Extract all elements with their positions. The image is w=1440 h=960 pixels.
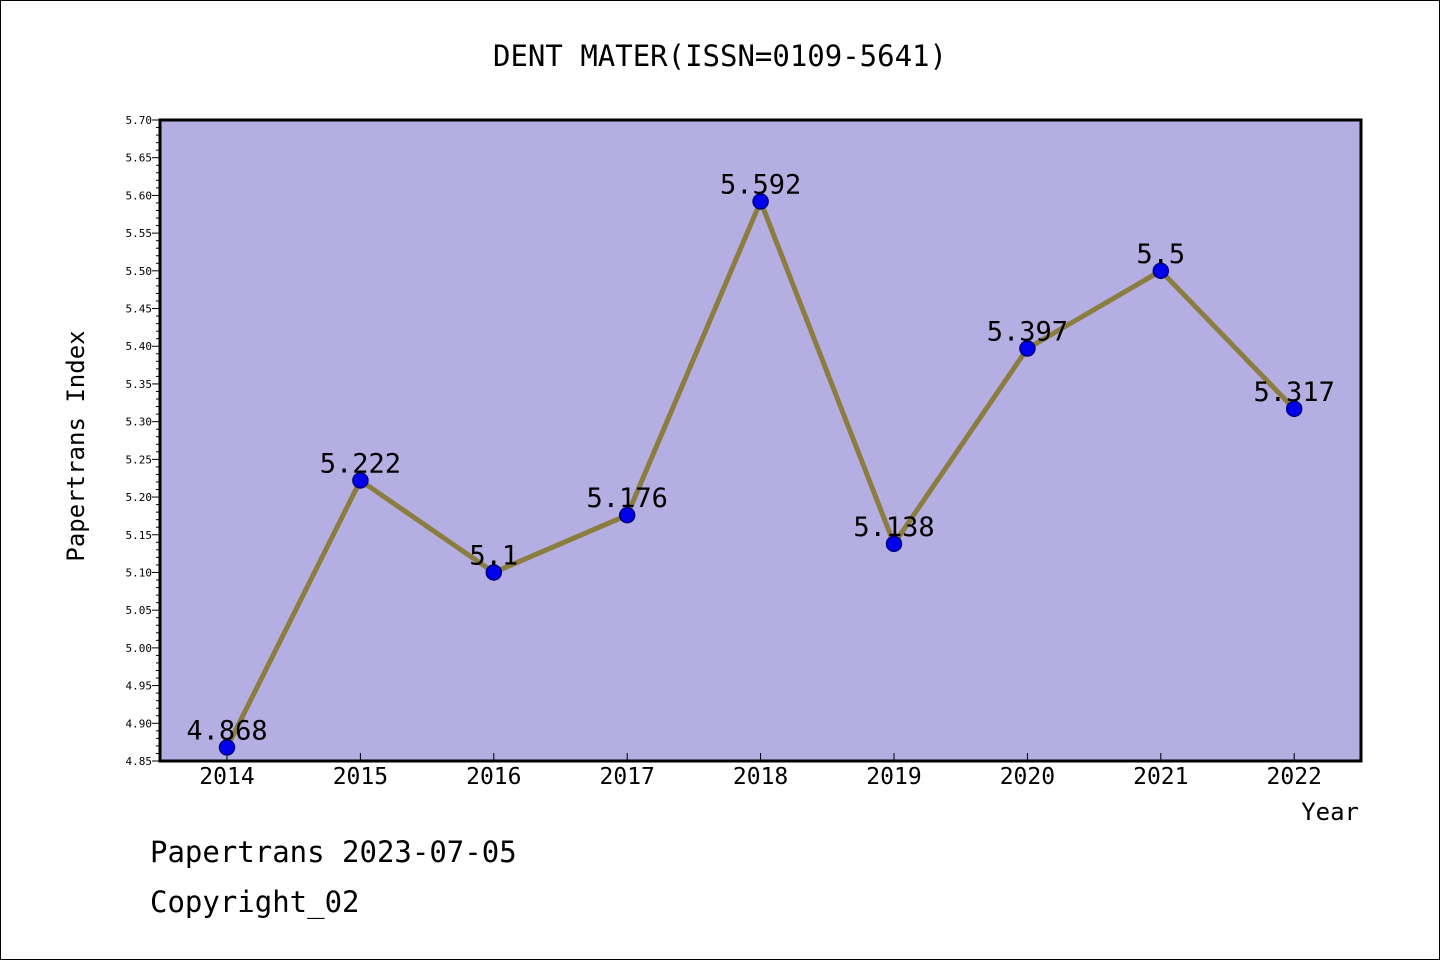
data-point (1152, 262, 1170, 280)
x-tick-label: 2018 (733, 764, 788, 790)
data-label: 5.138 (853, 512, 934, 543)
y-axis-label: Papertrans Index (62, 330, 90, 561)
x-tick-label: 2020 (1000, 764, 1055, 790)
y-tick-label: 5.20 (126, 491, 153, 504)
data-point (1019, 340, 1036, 357)
y-tick-label: 4.85 (126, 755, 153, 768)
data-label: 5.592 (720, 169, 801, 200)
y-tick-label: 5.60 (126, 189, 153, 202)
data-point (885, 535, 903, 553)
y-tick-label: 5.00 (126, 642, 153, 655)
y-axis: 4.85 4.90 4.95 5.00 5.05 5.10 5.15 5.20 5.25 5.30… (126, 114, 160, 768)
chart-title: DENT MATER(ISSN=0109-5641) (493, 39, 947, 73)
y-tick-label: 5.10 (126, 566, 153, 579)
y-tick-label: 5.55 (126, 227, 153, 240)
y-tick-label: 5.40 (126, 340, 153, 353)
data-label: 5.317 (1254, 377, 1335, 408)
x-tick-label: 2016 (466, 764, 521, 790)
x-tick-label: 2019 (866, 764, 921, 790)
footer-date: Papertrans 2023-07-05 (150, 835, 517, 869)
y-tick-label: 5.15 (126, 529, 153, 542)
y-tick-label: 5.50 (126, 265, 153, 278)
x-tick-label: 2014 (199, 764, 254, 790)
series-markers (218, 193, 1303, 756)
y-tick-label: 4.90 (126, 717, 153, 730)
y-tick-label: 5.30 (126, 416, 153, 429)
x-tick-label: 2017 (600, 764, 655, 790)
data-label: 4.868 (186, 715, 267, 746)
data-labels: 4.868 5.222 5.1 5.176 5.592 5.138 5.397 5.5 5.31… (186, 169, 1334, 746)
data-label: 5.1 (469, 540, 518, 571)
y-tick-label: 5.35 (126, 378, 153, 391)
y-tick-label: 5.25 (126, 453, 153, 466)
data-point (752, 193, 769, 210)
data-label: 5.222 (320, 448, 401, 479)
data-point (618, 506, 636, 524)
y-tick-label: 5.45 (126, 303, 153, 316)
data-label: 5.176 (587, 483, 668, 514)
y-tick-label: 5.70 (126, 114, 153, 127)
data-point (218, 739, 236, 756)
y-tick-label: 4.95 (126, 680, 153, 693)
data-point (485, 564, 503, 581)
data-label: 5.397 (987, 316, 1068, 347)
data-label: 5.5 (1136, 239, 1185, 270)
x-axis: 2014 2015 2016 2017 2018 2019 2020 2021 2022 (199, 753, 1322, 790)
footer-copyright: Copyright_02 (150, 885, 360, 919)
plot-area (158, 118, 1363, 763)
x-tick-label: 2022 (1267, 764, 1322, 790)
x-axis-label: Year (1301, 798, 1359, 826)
y-tick-label: 5.05 (126, 604, 153, 617)
data-point (1285, 400, 1303, 418)
y-tick-label: 5.65 (126, 152, 153, 165)
data-point (352, 472, 369, 489)
x-tick-label: 2021 (1133, 764, 1188, 790)
x-tick-label: 2015 (333, 764, 388, 790)
